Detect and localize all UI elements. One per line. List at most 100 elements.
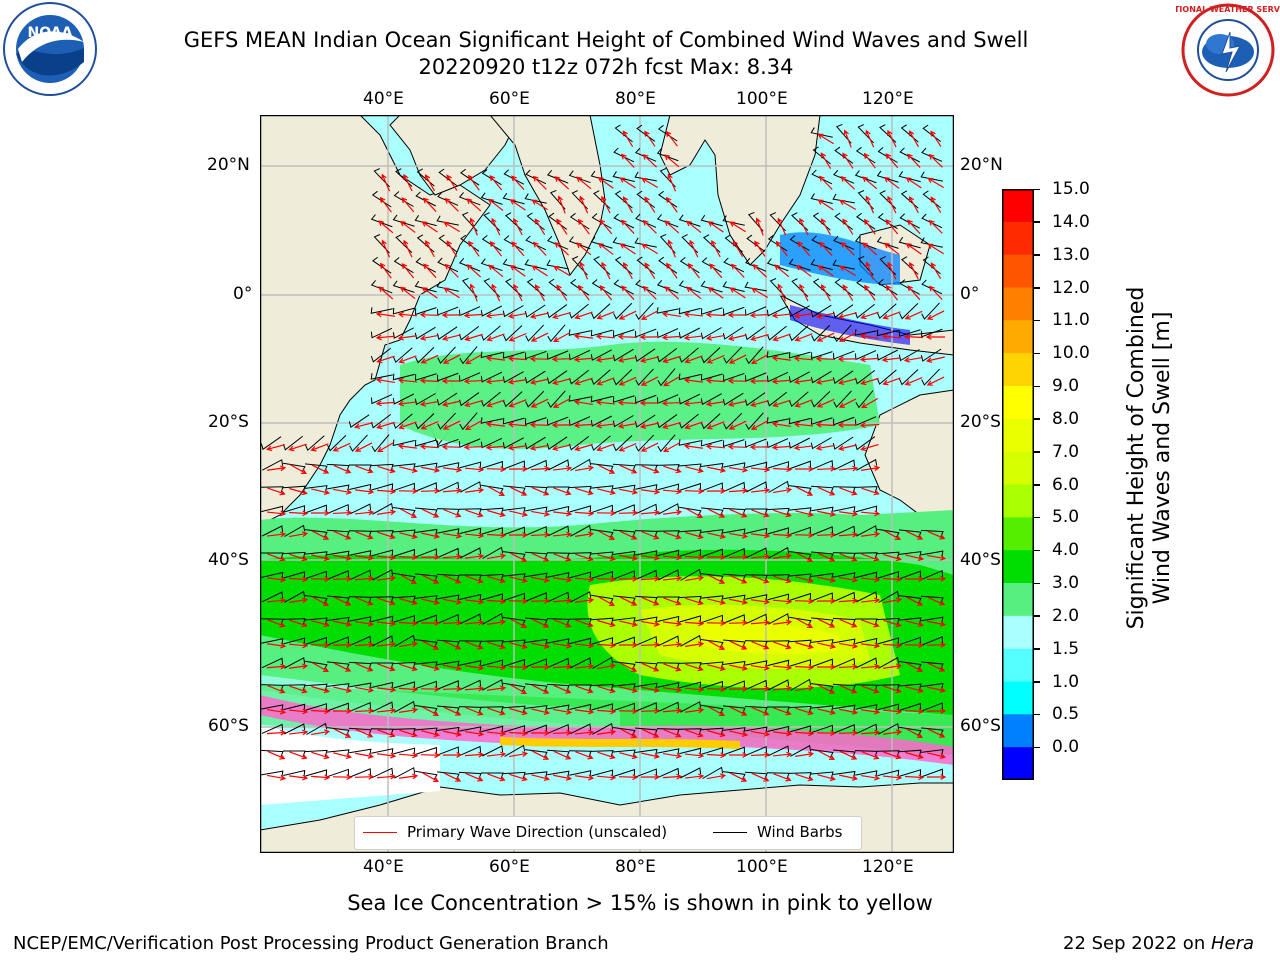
wave-direction-arrow [266, 510, 287, 517]
wind-barb [921, 328, 943, 338]
map-panel: Primary Wave Direction (unscaled) Wind B… [259, 114, 955, 854]
wave-direction-arrow [398, 488, 419, 495]
wave-direction-arrow [839, 199, 857, 211]
wind-barb [833, 416, 855, 426]
wind-barb [525, 525, 548, 536]
wind-barb [393, 482, 415, 492]
wind-barb [591, 485, 614, 492]
wave-direction-arrow [377, 575, 397, 582]
wind-barb [414, 373, 437, 381]
wind-barb [899, 369, 919, 386]
wind-barb [261, 704, 284, 711]
wind-barb [571, 256, 588, 276]
wave-direction-arrow [815, 444, 835, 451]
wave-direction-arrow [662, 421, 681, 430]
wave-direction-arrow [376, 355, 395, 364]
wind-barb [766, 417, 789, 424]
lat-tick-left-20n: 20°N [207, 155, 250, 175]
wind-barb [459, 726, 482, 733]
wave-direction-arrow [882, 642, 903, 649]
wave-direction-arrow [728, 752, 749, 758]
wind-barb [656, 328, 679, 339]
wind-barb [876, 236, 899, 249]
wave-direction-arrow [489, 175, 503, 191]
wave-direction-arrow [793, 312, 813, 319]
wave-direction-arrow [640, 773, 661, 780]
nws-ring-text: NATIONAL WEATHER SERVICE [1176, 5, 1280, 14]
wind-barb [810, 771, 834, 778]
wave-direction-arrow [905, 728, 923, 738]
wave-direction-arrow [398, 355, 417, 364]
wave-direction-arrow [795, 264, 812, 277]
wind-barb [878, 723, 900, 735]
wind-barb [810, 304, 832, 318]
wind-barb [525, 658, 547, 668]
wind-barb [790, 744, 812, 757]
colorbar-segment [1002, 484, 1034, 518]
wind-barb [810, 127, 833, 138]
wave-direction-arrow [443, 730, 463, 737]
wave-direction-arrow [619, 488, 639, 495]
wave-direction-arrow [446, 240, 458, 257]
wind-barb [678, 280, 701, 294]
wind-barb [855, 704, 878, 711]
wave-direction-arrow [354, 488, 375, 495]
wave-direction-arrow [777, 283, 787, 302]
wave-direction-arrow [354, 422, 373, 430]
wind-barb [635, 503, 658, 515]
wave-direction-arrow [575, 685, 594, 694]
wave-direction-arrow [861, 751, 880, 760]
wave-direction-arrow [267, 774, 287, 781]
wind-barb [723, 528, 746, 536]
wave-direction-arrow [838, 378, 857, 386]
wave-direction-arrow [772, 664, 793, 671]
wind-barb [810, 370, 832, 384]
wind-barb [437, 726, 460, 734]
wave-direction-arrow [861, 465, 881, 472]
wind-barb [833, 235, 855, 250]
wind-barb [811, 324, 831, 342]
wind-barb [305, 485, 328, 492]
wave-direction-arrow [728, 619, 749, 626]
wave-direction-arrow [311, 530, 330, 540]
colorbar-tick-label: 1.5 [1052, 638, 1080, 659]
wave-direction-arrow [706, 752, 727, 759]
wave-direction-arrow [466, 198, 482, 212]
wave-direction-arrow [376, 707, 397, 714]
wave-direction-arrow [552, 311, 571, 320]
wave-direction-arrow [444, 197, 459, 212]
wind-barb [745, 726, 768, 734]
wave-direction-arrow [579, 195, 589, 214]
wind-barb [634, 171, 657, 182]
wave-direction-arrow [707, 508, 726, 518]
wave-direction-arrow [771, 312, 792, 319]
wind-barb [788, 573, 812, 580]
wave-direction-arrow [465, 487, 485, 494]
wind-barb [701, 413, 721, 430]
wave-direction-arrow [596, 642, 617, 649]
wave-direction-arrow [927, 662, 946, 672]
wave-direction-arrow [378, 220, 394, 234]
wind-barb [810, 259, 833, 271]
wave-direction-arrow [883, 729, 903, 736]
wave-direction-arrow [817, 708, 836, 716]
wave-direction-arrow [750, 333, 769, 342]
wave-direction-arrow [684, 773, 705, 780]
wind-barb [393, 747, 416, 755]
wave-direction-arrow [267, 465, 287, 472]
wind-barb [371, 635, 394, 647]
wave-direction-arrow [618, 310, 637, 320]
wave-direction-arrow [288, 642, 309, 649]
wind-barb [525, 638, 548, 646]
wind-barb [460, 481, 482, 493]
wave-direction-arrow [926, 376, 945, 386]
wave-direction-arrow [442, 334, 461, 342]
wave-direction-arrow [554, 242, 569, 256]
wind-barb [437, 462, 460, 469]
colorbar-tick-label: 3.0 [1052, 573, 1080, 593]
wind-barb [700, 327, 722, 340]
wave-direction-arrow [883, 619, 902, 628]
wave-direction-arrow [579, 261, 589, 280]
wind-barb [525, 350, 547, 360]
wind-barb [284, 590, 306, 603]
